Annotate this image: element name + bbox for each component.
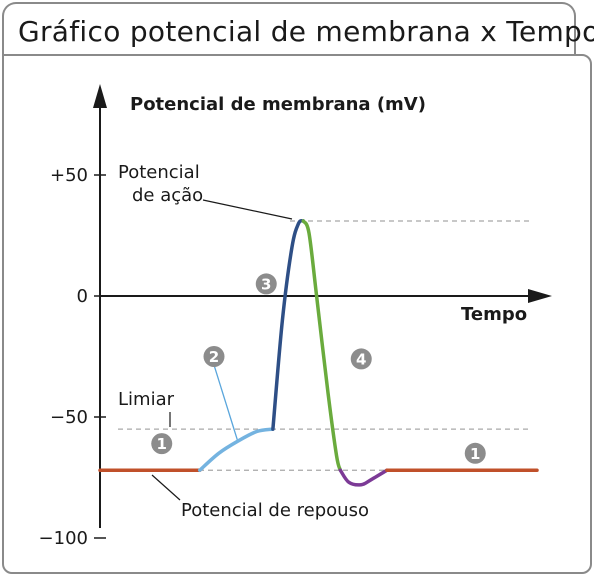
y-axis-label: Potencial de membrana (mV) bbox=[130, 94, 426, 115]
curve-segment-3 bbox=[271, 218, 306, 431]
x-axis-arrow bbox=[528, 289, 552, 303]
phase-marker-4: 4 bbox=[350, 348, 372, 370]
phase-marker-3: 3 bbox=[255, 273, 277, 295]
phase-marker-circle bbox=[255, 273, 277, 295]
phase-marker-label: 1 bbox=[470, 445, 480, 463]
title-tab: Gráfico potencial de membrana x Tempo bbox=[2, 2, 594, 56]
rest-label: Potencial de repouso bbox=[181, 500, 369, 521]
phase-marker-2: 2 bbox=[203, 346, 225, 367]
phase-marker-1: 1 bbox=[151, 433, 173, 455]
threshold-label: Limiar bbox=[118, 389, 175, 410]
rest-leader bbox=[151, 474, 181, 501]
action-potential-leader bbox=[202, 199, 293, 220]
y-tick-label: 0 bbox=[77, 286, 88, 307]
curve-segment-5 bbox=[338, 468, 389, 487]
phase-marker-circle bbox=[350, 348, 372, 370]
y-axis-arrow bbox=[93, 84, 107, 108]
chart-title: Gráfico potencial de membrana x Tempo bbox=[18, 15, 594, 48]
action-potential-label-1: Potencial bbox=[118, 162, 200, 183]
y-tick-label: −100 bbox=[39, 528, 88, 549]
marker-2-leader bbox=[213, 364, 239, 443]
phase-marker-circle bbox=[151, 433, 173, 455]
phase-marker-label: 1 bbox=[157, 435, 167, 453]
phase-marker-label: 3 bbox=[261, 275, 271, 293]
y-tick-label: −50 bbox=[50, 407, 88, 428]
curve-segment-2 bbox=[198, 427, 275, 472]
phase-marker-circle bbox=[464, 442, 486, 464]
curve-segment-4 bbox=[301, 219, 343, 472]
phase-marker-circle bbox=[203, 346, 225, 367]
phase-marker-label: 2 bbox=[209, 348, 219, 366]
y-tick-label: +50 bbox=[50, 165, 88, 186]
action-potential-label-2: de ação bbox=[132, 185, 203, 206]
phase-marker-label: 4 bbox=[356, 350, 366, 368]
phase-marker-5: 1 bbox=[464, 442, 486, 464]
x-axis-label: Tempo bbox=[461, 304, 527, 325]
